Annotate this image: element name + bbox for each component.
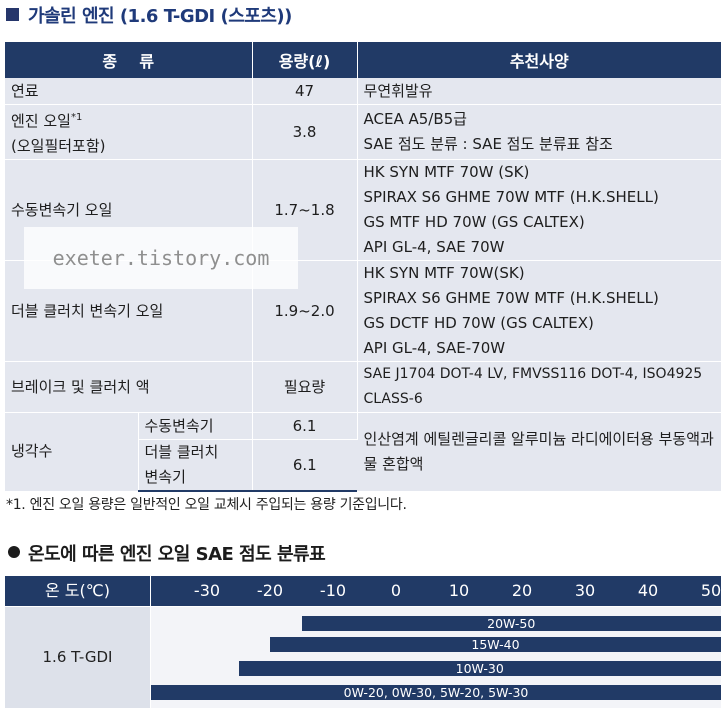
- temperature-tick-label: 30: [574, 581, 596, 600]
- watermark: exeter.tistory.com: [24, 227, 298, 289]
- header-capacity: 용량(ℓ): [252, 42, 358, 78]
- table-row-brake-fluid: 브레이크 및 클러치 액 필요량 SAE J1704 DOT-4 LV, FMV…: [5, 361, 722, 413]
- viscosity-grade-bar: 0W-20, 0W-30, 5W-20, 5W-30: [151, 685, 721, 700]
- fuel-label: 연료: [5, 78, 253, 105]
- table-header-row: 종 류 용량(ℓ) 추천사양: [5, 42, 722, 78]
- table-row-fuel: 연료 47 무연휘발유: [5, 78, 722, 105]
- spec-line: API GL-4, SAE-70W: [363, 339, 506, 357]
- viscosity-grade-bar: 10W-30: [238, 661, 721, 676]
- footnote-mark: *1: [70, 112, 83, 123]
- coolant-spec-line: 인산염계 에틸렌글리콜 알루미늄 라디에이터용 부동액과: [363, 429, 714, 448]
- brake-capacity: 필요량: [252, 361, 358, 413]
- brake-spec-line: SAE J1704 DOT-4 LV, FMVSS116 DOT-4, ISO4…: [363, 366, 703, 382]
- temperature-header-scale: [151, 576, 721, 606]
- fuel-capacity: 47: [252, 78, 358, 105]
- spec-line: SPIRAX S6 GHME 70W MTF (H.K.SHELL): [363, 289, 659, 307]
- spec-line: GS MTF HD 70W (GS CALTEX): [363, 213, 585, 231]
- table-row-manual-transmission: 수동변속기 오일 1.7~1.8 HK SYN MTF 70W (SK) SPI…: [5, 159, 722, 261]
- viscosity-grade-bar: 20W-50: [301, 616, 721, 631]
- coolant-spec-line: 물 혼합액: [363, 454, 424, 473]
- table-row-coolant-dct: 더블 클러치 변속기 6.1: [5, 439, 721, 492]
- temperature-tick-label: 40: [637, 581, 659, 600]
- coolant-sub-dct: 더블 클러치 변속기: [138, 439, 253, 492]
- header-type: 종 류: [5, 42, 253, 78]
- table-row-coolant-manual: 냉각수 수동변속기 6.1 인산염계 에틸렌글리콜 알루미늄 라디에이터용 부동…: [5, 412, 722, 492]
- brake-spec: SAE J1704 DOT-4 LV, FMVSS116 DOT-4, ISO4…: [357, 361, 722, 413]
- footnote: *1. 엔진 오일 용량은 일반적인 오일 교체시 주입되는 용량 기준입니다.: [6, 497, 407, 513]
- table-row-engine-oil: 엔진 오일*1 (오일필터포함) 3.8 ACEA A5/B5급 SAE 점도 …: [5, 104, 722, 160]
- temperature-tick-label: 50: [700, 581, 722, 600]
- temperature-tick-label: 0: [390, 581, 402, 600]
- coolant-sub-manual: 수동변속기: [138, 412, 253, 440]
- temperature-tick-label: 10: [448, 581, 470, 600]
- engine-oil-label-text: 엔진 오일: [11, 112, 71, 130]
- spec-line: SPIRAX S6 GHME 70W MTF (H.K.SHELL): [363, 188, 659, 206]
- engine-oil-spec: ACEA A5/B5급 SAE 점도 분류 : SAE 점도 분류표 참조: [357, 104, 722, 160]
- coolant-spec: 인산염계 에틸렌글리콜 알루미늄 라디에이터용 부동액과 물 혼합액: [357, 412, 722, 492]
- brake-spec-line: CLASS-6: [363, 391, 423, 407]
- spec-line: HK SYN MTF 70W(SK): [363, 264, 525, 282]
- dct-spec: HK SYN MTF 70W(SK) SPIRAX S6 GHME 70W MT…: [357, 260, 722, 362]
- coolant-sub-dct-line: 변속기: [144, 468, 186, 486]
- section-marker-square: [6, 8, 19, 21]
- coolant-capacity-manual: 6.1: [252, 412, 358, 440]
- manual-trans-spec: HK SYN MTF 70W (SK) SPIRAX S6 GHME 70W M…: [357, 159, 722, 261]
- engine-label: 1.6 T-GDI: [5, 607, 150, 708]
- temperature-header-label: 온 도(℃): [5, 576, 150, 606]
- temperature-tick-label: -30: [193, 581, 221, 600]
- engine-oil-capacity: 3.8: [252, 104, 358, 160]
- coolant-sub-dct-line: 더블 클러치: [144, 443, 219, 461]
- temperature-tick-label: 20: [511, 581, 533, 600]
- engine-oil-label: 엔진 오일*1 (오일필터포함): [5, 104, 253, 160]
- header-spec: 추천사양: [357, 42, 722, 78]
- engine-oil-spec-line: SAE 점도 분류 : SAE 점도 분류표 참조: [363, 135, 613, 153]
- fuel-spec: 무연휘발유: [357, 78, 722, 105]
- bullet-icon: [8, 546, 20, 558]
- table-row-dct: 더블 클러치 변속기 오일 1.9~2.0 HK SYN MTF 70W(SK)…: [5, 260, 722, 362]
- section-title: 가솔린 엔진 (1.6 T-GDI (스포츠)): [28, 6, 292, 27]
- temperature-tick-label: -20: [256, 581, 284, 600]
- brake-label: 브레이크 및 클러치 액: [5, 361, 253, 413]
- spec-line: GS DCTF HD 70W (GS CALTEX): [363, 314, 594, 332]
- viscosity-grade-bar: 15W-40: [270, 637, 721, 652]
- coolant-capacity-dct: 6.1: [252, 439, 358, 492]
- engine-oil-spec-line: ACEA A5/B5급: [363, 110, 467, 128]
- spec-line: HK SYN MTF 70W (SK): [363, 163, 530, 181]
- spec-line: API GL-4, SAE 70W: [363, 238, 505, 256]
- specification-table: 종 류 용량(ℓ) 추천사양 연료 47 무연휘발유 엔진 오일*1 (오일필터…: [5, 42, 722, 492]
- viscosity-chart-title: 온도에 따른 엔진 오일 SAE 점도 분류표: [28, 544, 326, 565]
- engine-oil-label-note: (오일필터포함): [11, 137, 106, 155]
- temperature-tick-label: -10: [319, 581, 347, 600]
- coolant-label: 냉각수: [5, 412, 139, 492]
